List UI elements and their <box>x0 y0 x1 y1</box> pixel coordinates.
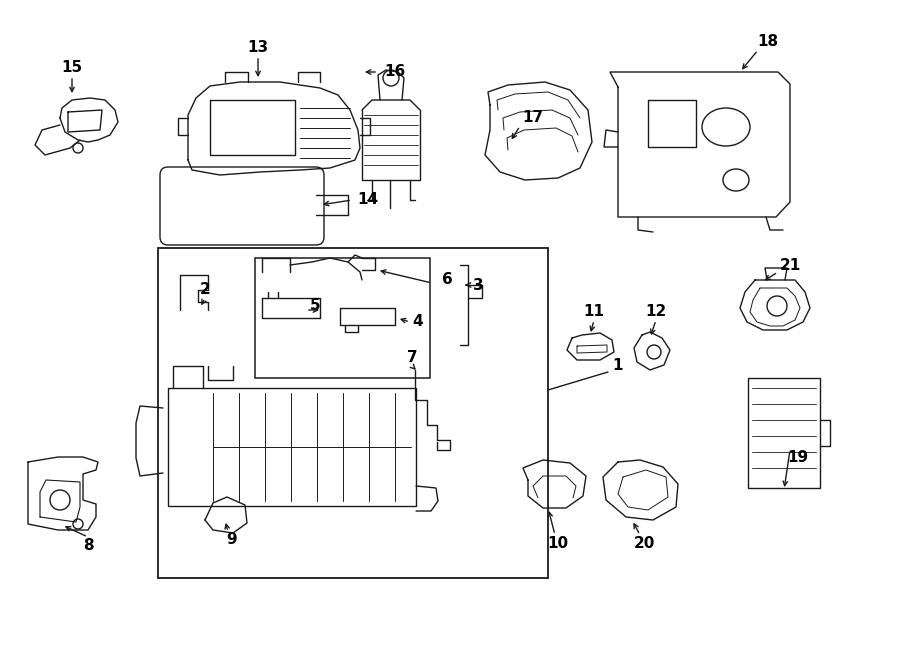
Text: 7: 7 <box>407 350 418 366</box>
Text: 1: 1 <box>613 358 623 373</box>
Text: 10: 10 <box>547 535 569 551</box>
Text: 13: 13 <box>248 40 268 56</box>
Text: 15: 15 <box>61 61 83 75</box>
Text: 9: 9 <box>227 533 238 547</box>
Text: 12: 12 <box>645 305 667 319</box>
Text: 5: 5 <box>310 299 320 313</box>
Text: 2: 2 <box>200 282 211 297</box>
Text: 16: 16 <box>384 65 406 79</box>
Bar <box>255 258 430 378</box>
Text: 3: 3 <box>472 278 483 293</box>
Bar <box>158 248 548 578</box>
Text: 17: 17 <box>522 110 544 126</box>
Text: 4: 4 <box>413 315 423 329</box>
Bar <box>168 388 416 506</box>
Text: 18: 18 <box>758 34 778 50</box>
Text: 11: 11 <box>583 305 605 319</box>
Text: 19: 19 <box>788 451 808 465</box>
Text: 21: 21 <box>779 258 801 272</box>
Text: 6: 6 <box>442 272 453 288</box>
Text: 8: 8 <box>83 537 94 553</box>
Text: 14: 14 <box>357 192 379 208</box>
Text: 20: 20 <box>634 535 654 551</box>
Bar <box>748 378 820 488</box>
